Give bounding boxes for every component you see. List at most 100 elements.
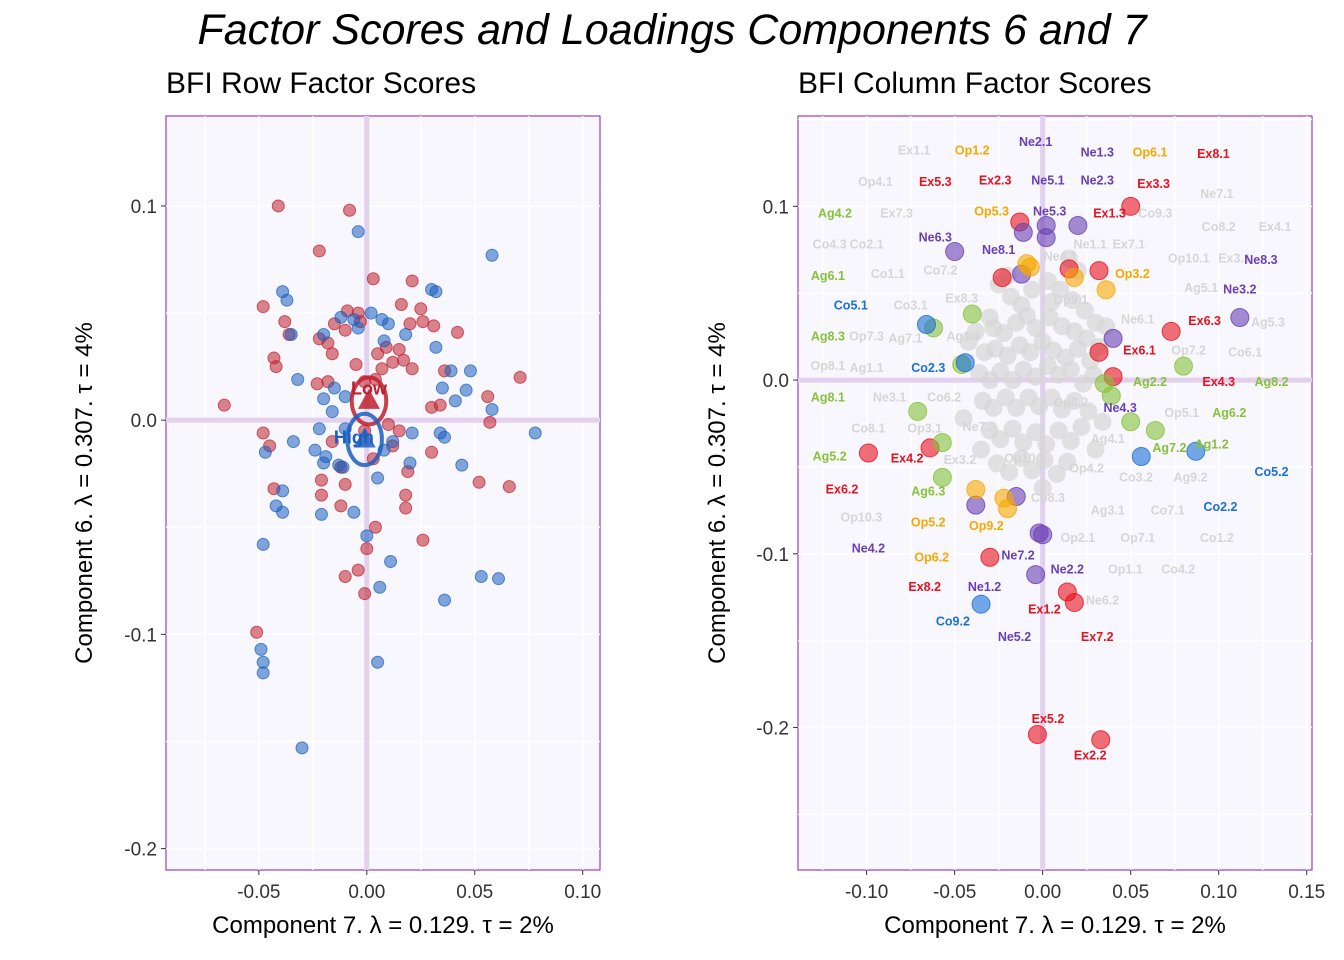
row-point-high (364, 306, 378, 320)
row-point-low (338, 323, 352, 337)
column-point-ex6-2 (858, 443, 878, 463)
row-point-low (416, 315, 430, 329)
row-point-low (334, 499, 348, 513)
row-point-high (334, 310, 348, 324)
row-point-low (325, 347, 339, 361)
right-x-tick-label: 0.15 (1288, 882, 1325, 903)
row-point-high (485, 248, 499, 262)
row-point-high (485, 402, 499, 416)
faded-point (1026, 318, 1045, 337)
row-point-low (399, 488, 413, 502)
faded-point (1000, 463, 1019, 482)
faded-point (1042, 388, 1061, 407)
faded-label: Ag1.3 (946, 330, 980, 344)
faded-label: Ex8.3 (945, 291, 978, 305)
left-x-tick-label: 0.05 (456, 882, 493, 903)
row-point-high (455, 458, 469, 472)
faded-label: Co1.2 (1200, 531, 1234, 545)
row-point-low (450, 325, 464, 339)
column-label-ex6-3: Ex6.3 (1188, 314, 1221, 328)
row-point-high (448, 394, 462, 408)
right-x-ticks: -0.10 -0.05 0.00 0.05 0.10 0.15 (845, 870, 1325, 903)
left-y-tick-label: 0.1 (131, 197, 157, 218)
column-label-co9-2: Co9.2 (936, 615, 970, 629)
faded-label: Op1.1 (1108, 562, 1143, 576)
row-point-high (463, 364, 477, 378)
row-point-high (295, 741, 309, 755)
right-faded-labels: Ex1.1 Op4.1 Ex7.3 Co4.3 Co2.1 Co1.1 Co7.2 Op7.3… (811, 144, 1292, 608)
faded-label: Ag5.3 (1251, 316, 1285, 330)
column-label-op9-2: Op9.2 (969, 519, 1004, 533)
column-label-ag7-2: Ag7.2 (1152, 441, 1186, 455)
row-point-low (433, 398, 447, 412)
column-label-ne5-3: Ne5.3 (1033, 205, 1066, 219)
faded-point (1061, 360, 1080, 379)
faded-point (1026, 367, 1045, 386)
column-label-ne2-1: Ne2.1 (1019, 135, 1052, 149)
column-label-ex3-3: Ex3.3 (1137, 177, 1170, 191)
row-point-low (271, 199, 285, 213)
row-point-high (386, 435, 400, 449)
row-point-low (472, 475, 486, 489)
group-mean-triangle-high (353, 427, 376, 448)
row-point-high (373, 580, 387, 594)
faded-label: Ag5.1 (1184, 281, 1218, 295)
group-label-low: Low (351, 378, 388, 398)
column-label-ag8-1: Ag8.1 (811, 390, 845, 404)
faded-point (1079, 402, 1098, 421)
row-point-low (392, 342, 406, 356)
row-point-high (276, 505, 290, 519)
row-point-high (317, 456, 331, 470)
column-label-ag6-2: Ag6.2 (1212, 406, 1246, 420)
column-point-co5-2 (1131, 447, 1151, 467)
row-point-high (405, 426, 419, 440)
column-point-ex2-2 (1091, 730, 1111, 750)
faded-label: Op5.1 (1164, 406, 1199, 420)
column-factor-scores-panel: BFI Column Factor Scores Ex1.1 Op4.1 Ex7.3… (704, 67, 1325, 939)
row-point-low (366, 272, 380, 286)
right-y-tick-label: -0.1 (756, 545, 789, 566)
right-faded-points (954, 249, 1116, 497)
column-label-ex1-2: Ex1.2 (1028, 602, 1061, 616)
faded-point (1003, 419, 1022, 438)
column-label-ex4-3: Ex4.3 (1202, 375, 1235, 389)
left-y-ticks: -0.2 -0.1 0.0 0.1 (124, 197, 166, 861)
column-point-ne3-2 (1230, 308, 1250, 328)
row-point-high (351, 321, 365, 335)
column-label-ne7-2: Ne7.2 (1001, 549, 1034, 563)
faded-label: Op10.1 (1168, 251, 1210, 265)
faded-point (1023, 461, 1042, 480)
faded-label: Ne7.3 (963, 420, 996, 434)
row-point-high (280, 293, 294, 307)
column-point-ne2-2 (1033, 525, 1053, 545)
row-point-high (317, 392, 331, 406)
faded-label: Ne3.1 (873, 390, 906, 404)
left-x-ticks: -0.05 0.00 0.05 0.10 (237, 870, 601, 903)
column-point-ag6-3 (932, 467, 952, 487)
faded-label: Co4.2 (1161, 562, 1195, 576)
column-point-ex1-3 (1121, 196, 1141, 216)
column-point-co2-3 (955, 353, 975, 373)
faded-label: Co8.1 (851, 422, 885, 436)
column-label-ne2-3: Ne2.3 (1081, 173, 1114, 187)
column-label-ex2-3: Ex2.3 (979, 173, 1012, 187)
row-point-low (481, 390, 495, 404)
row-point-high (429, 285, 443, 299)
left-plot-background (165, 115, 601, 871)
row-point-low (269, 360, 283, 374)
row-point-low (310, 377, 324, 391)
group-mean-triangle-low (357, 388, 380, 409)
group-mean-ellipse-high (345, 411, 384, 468)
row-point-low (483, 415, 497, 429)
faded-point (1021, 343, 1040, 362)
faded-label: Ex3.2 (944, 453, 977, 467)
row-point-high (438, 593, 452, 607)
column-label-ex6-2: Ex6.2 (826, 483, 859, 497)
right-y-tick-label: -0.2 (756, 719, 789, 740)
column-label-ex2-2: Ex2.2 (1074, 748, 1107, 762)
column-label-ne6-3: Ne6.3 (919, 231, 952, 245)
left-y-tick-label: 0.0 (131, 411, 157, 432)
row-point-low (405, 362, 419, 376)
column-point-ne6-3 (945, 242, 965, 262)
column-point-op6-1 (1096, 280, 1116, 300)
